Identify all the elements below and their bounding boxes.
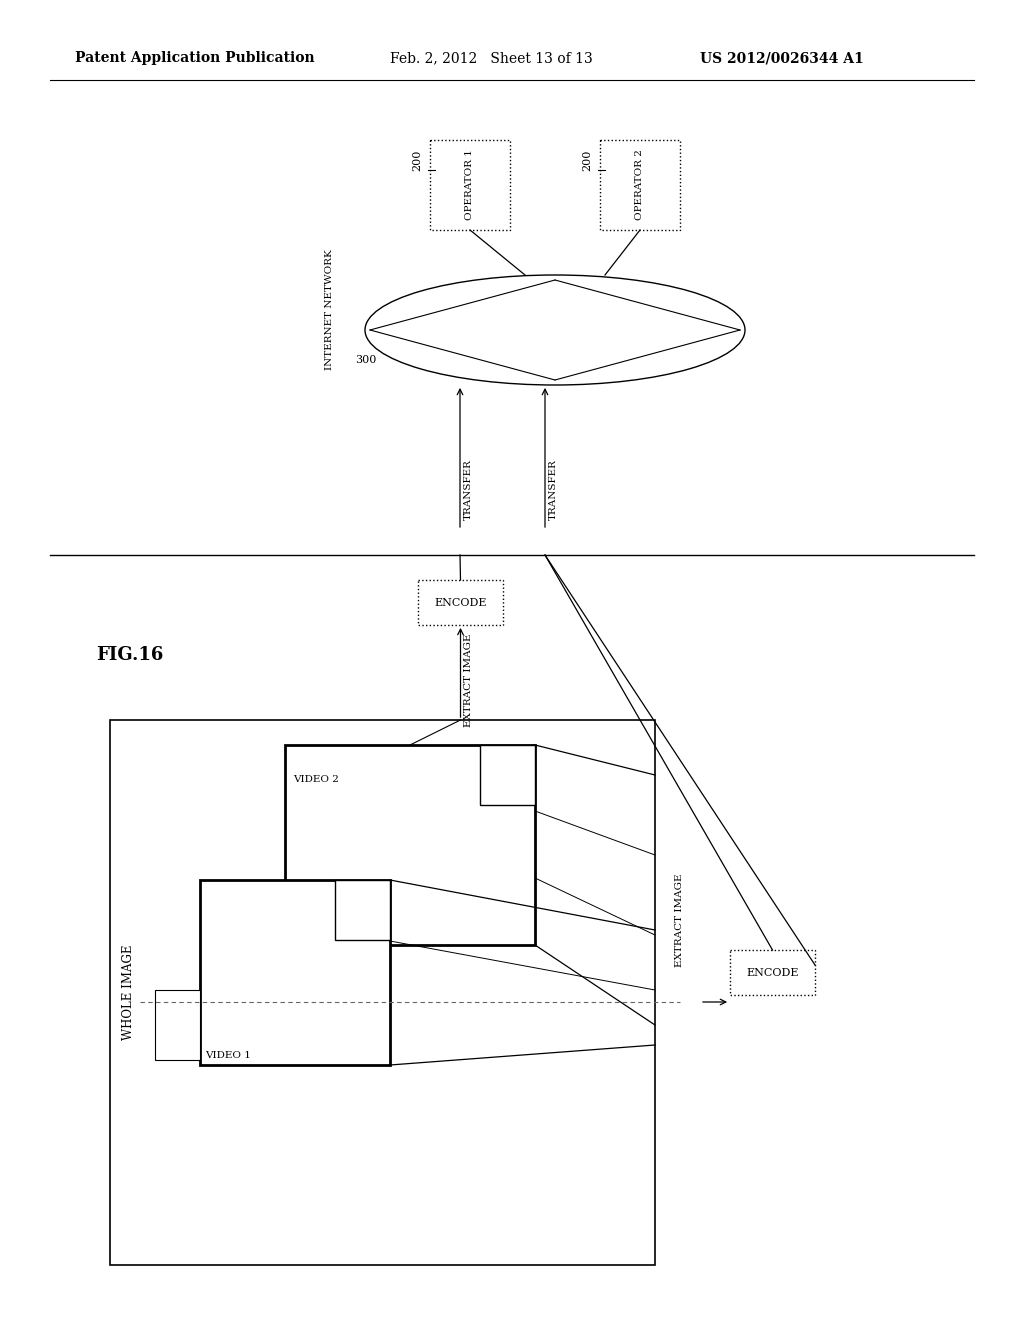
Bar [600,140,680,230]
Text: TRANSFER: TRANSFER [464,459,472,520]
Text: FIG.16: FIG.16 [96,645,164,664]
Polygon shape [335,880,390,940]
Text: Feb. 2, 2012   Sheet 13 of 13: Feb. 2, 2012 Sheet 13 of 13 [390,51,593,65]
Text: VIDEO 2: VIDEO 2 [293,775,339,784]
Text: OPERATOR 2: OPERATOR 2 [636,149,644,220]
Text: 200: 200 [582,149,592,170]
Text: WHOLE IMAGE: WHOLE IMAGE [122,945,134,1040]
Text: 200: 200 [412,149,422,170]
Text: EXTRACT IMAGE: EXTRACT IMAGE [464,634,473,727]
Bar [730,950,815,995]
Bar [110,719,655,1265]
Text: US 2012/0026344 A1: US 2012/0026344 A1 [700,51,864,65]
Text: VIDEO 1: VIDEO 1 [205,1051,251,1060]
Polygon shape [155,990,200,1060]
Bar [418,579,503,624]
Text: ENCODE: ENCODE [434,598,486,607]
Text: INTERNET NETWORK: INTERNET NETWORK [326,249,335,371]
Polygon shape [480,744,535,805]
Bar [285,744,535,945]
Text: OPERATOR 1: OPERATOR 1 [466,149,474,220]
Ellipse shape [365,275,745,385]
Text: EXTRACT IMAGE: EXTRACT IMAGE [676,874,684,966]
Text: TRANSFER: TRANSFER [549,459,557,520]
Text: Patent Application Publication: Patent Application Publication [75,51,314,65]
Bar [430,140,510,230]
Text: 300: 300 [355,355,377,366]
Bar [200,880,390,1065]
Text: ENCODE: ENCODE [746,968,799,978]
